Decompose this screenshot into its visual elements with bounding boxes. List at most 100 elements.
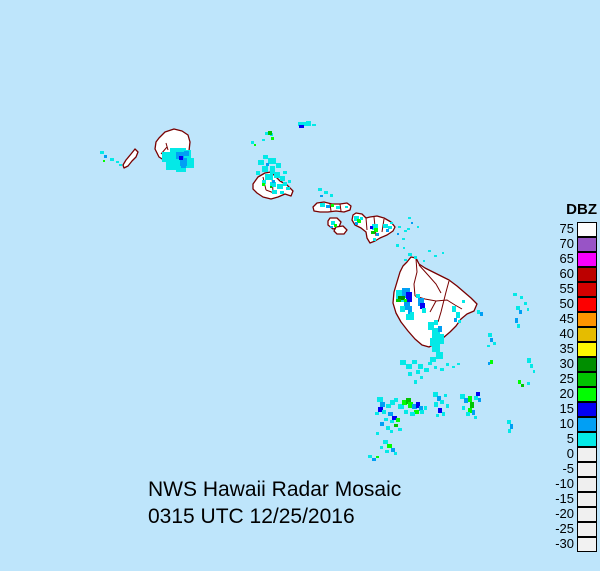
radar-echo-5dbz	[256, 171, 260, 175]
radar-echo-5dbz	[119, 164, 122, 166]
radar-echo-10dbz	[515, 318, 518, 323]
district-boundary-kauai	[165, 142, 169, 151]
radar-echo-5dbz	[162, 152, 174, 162]
radar-echo-15dbz	[179, 156, 183, 160]
map-caption: NWS Hawaii Radar Mosaic 0315 UTC 12/25/2…	[148, 476, 401, 530]
radar-echo-25dbz	[396, 299, 401, 302]
radar-echo-5dbz	[263, 155, 268, 159]
radar-echo-5dbz	[388, 226, 392, 229]
radar-echo-10dbz	[418, 298, 424, 306]
radar-echo-20dbz	[518, 380, 521, 384]
radar-echo-5dbz	[270, 182, 276, 187]
radar-echo-5dbz	[474, 416, 477, 419]
radar-echo-20dbz	[331, 204, 334, 207]
radar-echo-10dbz	[184, 151, 189, 156]
radar-echo-5dbz	[420, 376, 423, 379]
legend-value-label: -25	[555, 521, 574, 536]
radar-echo-5dbz	[336, 206, 340, 209]
radar-echo-10dbz	[454, 318, 457, 322]
legend-color-swatch	[577, 476, 597, 492]
radar-echo-5dbz	[404, 410, 408, 414]
radar-echo-5dbz	[462, 406, 465, 410]
radar-echo-5dbz	[268, 158, 276, 164]
radar-echo-5dbz	[184, 158, 194, 168]
district-boundary-molokai	[339, 203, 342, 212]
radar-echo-5dbz	[324, 191, 328, 194]
district-boundary-hawaii	[443, 280, 450, 301]
legend-entry: 15	[543, 401, 597, 417]
radar-echo-5dbz	[474, 396, 478, 400]
radar-echo-5dbz	[384, 418, 388, 421]
radar-echo-5dbz	[520, 296, 523, 299]
legend-color-swatch	[577, 416, 597, 432]
radar-echo-5dbz	[416, 294, 420, 298]
radar-echo-5dbz	[373, 238, 376, 241]
radar-echo-5dbz	[436, 352, 443, 359]
radar-echo-10dbz	[404, 302, 410, 310]
radar-echo-5dbz	[283, 182, 287, 186]
radar-echo-5dbz	[428, 322, 434, 330]
radar-echo-15dbz	[438, 408, 442, 413]
radar-echo-5dbz	[487, 345, 490, 347]
radar-echo-10dbz	[372, 458, 376, 461]
radar-echo-20dbz	[414, 410, 419, 414]
radar-echo-5dbz	[345, 206, 348, 208]
legend-color-swatch	[577, 446, 597, 462]
radar-echo-5dbz	[418, 364, 423, 369]
radar-echo-5dbz	[408, 372, 412, 376]
radar-echo-5dbz	[402, 238, 405, 240]
radar-echo-5dbz	[403, 247, 405, 249]
radar-echo-10dbz	[388, 412, 393, 416]
legend-entry: 55	[543, 281, 597, 297]
radar-echo-10dbz	[266, 163, 269, 166]
radar-echo-5dbz	[527, 382, 530, 385]
radar-echo-5dbz	[452, 366, 455, 368]
radar-echo-5dbz	[280, 191, 284, 194]
legend-color-swatch	[577, 311, 597, 327]
radar-echo-15dbz	[392, 416, 397, 420]
legend-color-swatch	[577, 536, 597, 552]
radar-echo-5dbz	[280, 176, 285, 181]
radar-echo-5dbz	[436, 414, 439, 417]
legend-entry: -15	[543, 491, 597, 507]
legend-value-label: 35	[559, 341, 574, 356]
radar-echo-5dbz	[262, 166, 268, 172]
radar-echo-15dbz	[420, 303, 425, 309]
radar-echo-20dbz	[408, 402, 413, 408]
radar-echo-5dbz	[460, 394, 465, 399]
radar-echo-5dbz	[331, 221, 335, 225]
legend-value-label: -10	[555, 476, 574, 491]
legend-value-label: 60	[559, 266, 574, 281]
legend-entry: 0	[543, 446, 597, 462]
radar-echo-5dbz	[434, 402, 438, 407]
radar-echo-5dbz	[408, 253, 412, 256]
radar-echo-5dbz	[414, 380, 417, 384]
legend-value-label: 45	[559, 311, 574, 326]
radar-echo-20dbz	[357, 219, 361, 223]
radar-echo-5dbz	[442, 412, 445, 416]
radar-echo-10dbz	[519, 310, 522, 314]
radar-echo-5dbz	[517, 324, 520, 328]
legend-entry: 50	[543, 296, 597, 312]
radar-echo-20dbz	[490, 360, 493, 364]
legend-title: DBZ	[566, 201, 597, 218]
radar-echo-10dbz	[330, 226, 333, 228]
radar-echo-10dbz	[480, 312, 483, 316]
legend-entry: -20	[543, 506, 597, 522]
radar-echo-10dbz	[104, 155, 107, 158]
radar-echo-10dbz	[438, 326, 442, 332]
radar-echo-10dbz	[478, 398, 481, 402]
radar-echo-5dbz	[398, 226, 401, 228]
legend-color-swatch	[577, 401, 597, 417]
radar-echo-20dbz	[387, 444, 392, 448]
radar-echo-5dbz	[262, 180, 266, 184]
legend-value-label: 70	[559, 236, 574, 251]
radar-echo-5dbz	[444, 394, 447, 397]
legend-value-label: -15	[555, 491, 574, 506]
radar-echo-10dbz	[176, 152, 184, 159]
radar-echo-5dbz	[406, 314, 410, 320]
radar-echo-10dbz	[380, 422, 384, 426]
legend-entry: -30	[543, 536, 597, 552]
radar-echo-5dbz	[318, 188, 322, 191]
radar-echo-25dbz	[521, 384, 524, 387]
